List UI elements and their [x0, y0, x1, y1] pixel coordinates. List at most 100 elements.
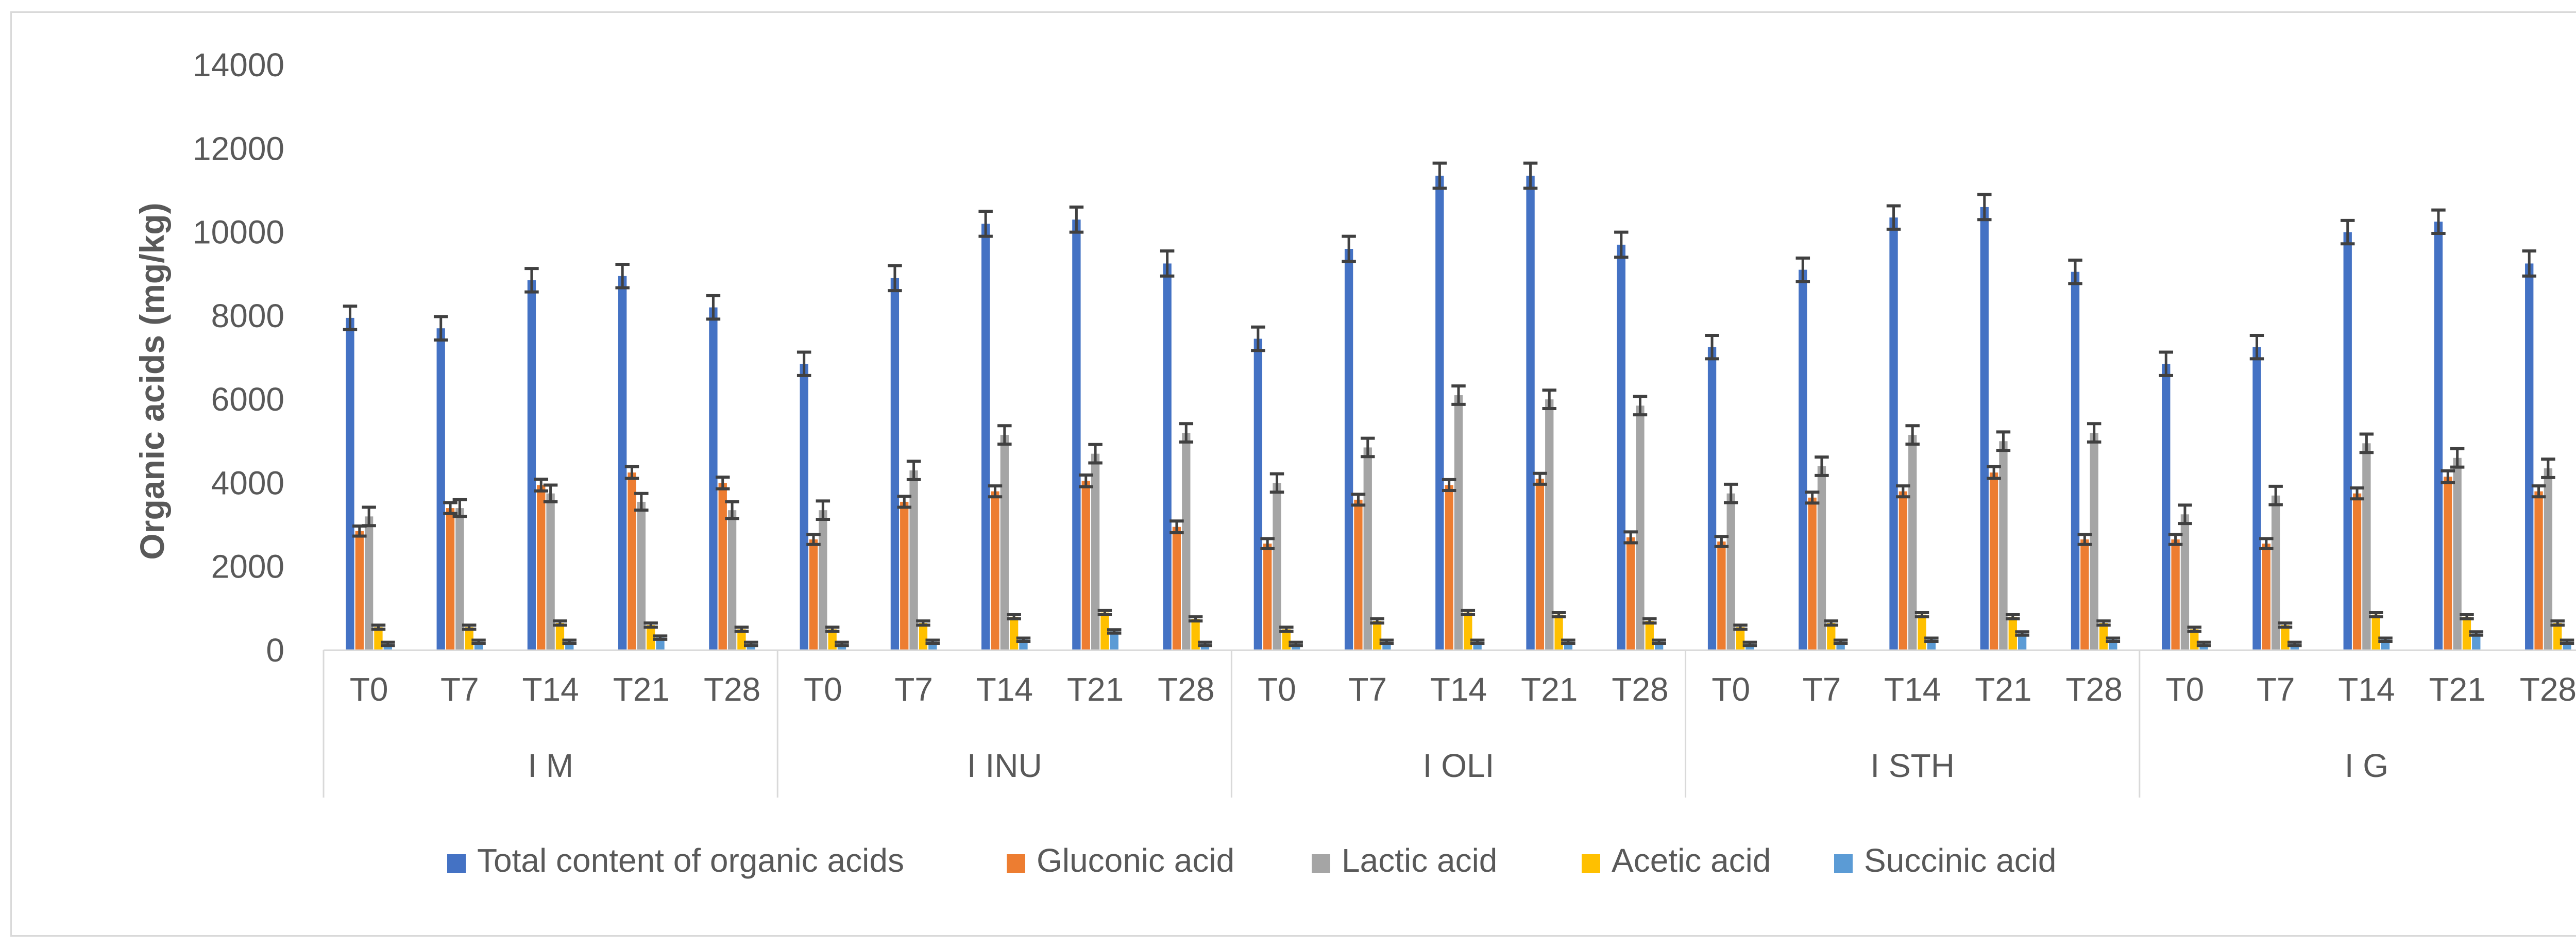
bar	[1000, 435, 1009, 650]
y-tick-label: 2000	[211, 548, 284, 585]
y-axis-title: Organic acids (mg/kg)	[133, 202, 171, 560]
group-label: I INU	[967, 747, 1042, 784]
bar	[737, 629, 746, 650]
bar	[1273, 483, 1281, 650]
bar	[1454, 395, 1463, 650]
bar	[1526, 176, 1535, 650]
legend-label: Total content of organic acids	[477, 842, 904, 879]
bar	[1535, 479, 1545, 650]
x-tick-label: T21	[2429, 671, 2485, 708]
y-tick-label: 12000	[193, 130, 284, 167]
bar	[465, 627, 473, 650]
bar	[2343, 232, 2352, 651]
legend-swatch	[447, 854, 466, 873]
x-tick-label: T14	[1430, 671, 1487, 708]
y-tick-label: 6000	[211, 381, 284, 418]
bar	[2525, 263, 2534, 650]
bar	[1435, 176, 1444, 650]
x-tick-label: T28	[2066, 671, 2123, 708]
x-tick-label: T14	[1884, 671, 1941, 708]
bar	[1707, 347, 1717, 650]
bar	[1091, 453, 1100, 650]
x-tick-label: T21	[1975, 671, 2031, 708]
axis-layer: 0 2000 4000 6000 8000 10000 12000 14000 T0 T7 T14 T…	[193, 46, 2576, 798]
x-tick-label: T21	[1067, 671, 1124, 708]
bar	[709, 307, 718, 650]
bar	[2544, 468, 2553, 650]
x-tick-label: T7	[1803, 671, 1841, 708]
x-tick-label: T14	[2338, 671, 2395, 708]
bar	[2362, 443, 2371, 650]
x-tick-label: T14	[522, 671, 579, 708]
bar	[1445, 485, 1453, 650]
bar	[446, 508, 455, 650]
x-tick-label: T21	[613, 671, 670, 708]
bar	[1899, 491, 1908, 650]
bar	[2534, 491, 2543, 650]
x-tick-label: T7	[1348, 671, 1387, 708]
bar	[1100, 612, 1109, 650]
bar	[2371, 615, 2380, 650]
bar	[2099, 623, 2108, 650]
x-tick-label: T0	[804, 671, 842, 708]
bar	[1263, 544, 1272, 650]
bar	[1464, 612, 1472, 650]
bar	[900, 501, 909, 650]
bar	[1009, 617, 1019, 650]
bar	[2080, 539, 2089, 650]
legend-swatch	[1007, 854, 1025, 873]
bar	[2472, 633, 2481, 650]
bar	[1908, 435, 1917, 650]
bar	[2444, 477, 2452, 650]
bar	[809, 539, 818, 650]
x-tick-label: T21	[1521, 671, 1578, 708]
x-tick-label: T7	[440, 671, 479, 708]
bar	[2008, 617, 2017, 650]
y-tick-label: 10000	[193, 214, 284, 251]
bar	[2190, 629, 2199, 650]
bar	[991, 491, 999, 650]
bar	[1253, 338, 1263, 650]
bar	[1999, 441, 2008, 650]
bar	[1344, 249, 1353, 650]
bar	[2271, 495, 2280, 650]
bar	[2090, 433, 2098, 650]
legend-label: Acetic acid	[1612, 842, 1771, 879]
legend-swatch	[1582, 854, 1600, 873]
x-tick-label: T28	[1158, 671, 1214, 708]
bar	[800, 364, 808, 650]
x-tick-label: T0	[1711, 671, 1750, 708]
legend: Total content of organic acids Gluconic a…	[447, 842, 2057, 879]
bar	[1554, 615, 1563, 650]
bar	[2171, 539, 2180, 650]
bar	[628, 472, 636, 650]
x-tick-label: T28	[704, 671, 760, 708]
bar	[455, 508, 464, 650]
bar	[1363, 447, 1372, 650]
bar	[1110, 631, 1118, 650]
x-tick-label: T14	[976, 671, 1033, 708]
bar	[1081, 481, 1090, 650]
bar	[555, 623, 565, 650]
y-tick-label: 0	[266, 632, 284, 669]
bar	[718, 483, 727, 650]
x-tick-label: T0	[350, 671, 388, 708]
bar	[2262, 544, 2270, 650]
group-label: I M	[528, 747, 573, 784]
bar	[1182, 433, 1191, 650]
x-tick-label: T28	[1612, 671, 1668, 708]
legend-label: Lactic acid	[1342, 842, 1497, 879]
legend-swatch	[1834, 854, 1853, 873]
bar	[1072, 219, 1081, 650]
bar	[346, 317, 354, 650]
bar	[1799, 269, 1807, 650]
bar	[1918, 615, 1926, 650]
bar	[1980, 207, 1989, 650]
bar	[919, 623, 928, 650]
bar	[1354, 499, 1363, 650]
bar	[2018, 633, 2027, 650]
bars-layer	[346, 176, 2571, 651]
bar	[2162, 364, 2171, 650]
legend-label: Gluconic acid	[1037, 842, 1234, 879]
